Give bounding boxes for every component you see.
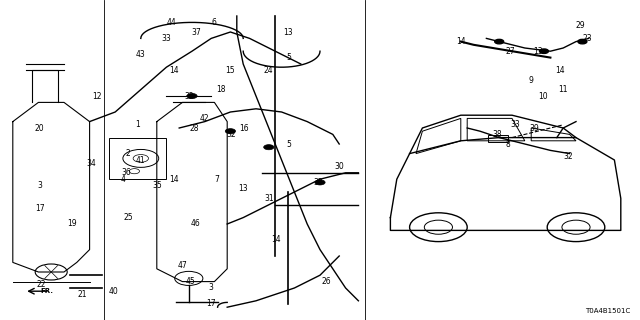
Text: 24: 24 — [264, 66, 274, 75]
Text: 39: 39 — [529, 124, 540, 132]
Text: T0A4B1501C: T0A4B1501C — [585, 308, 630, 314]
Bar — [488, 135, 508, 142]
Text: 20: 20 — [35, 124, 45, 132]
Text: 14: 14 — [271, 236, 282, 244]
Text: 11: 11 — [559, 85, 568, 94]
Text: 26: 26 — [321, 277, 332, 286]
Text: 16: 16 — [239, 124, 250, 132]
Circle shape — [495, 39, 504, 44]
Text: 32: 32 — [184, 92, 194, 100]
Text: 46: 46 — [190, 220, 200, 228]
Text: 37: 37 — [191, 28, 202, 36]
Text: 47: 47 — [177, 261, 188, 270]
Text: 28: 28 — [189, 124, 198, 132]
Text: 32: 32 — [313, 178, 323, 187]
Text: 17: 17 — [35, 204, 45, 212]
Text: 38: 38 — [492, 130, 502, 139]
Text: 29: 29 — [575, 21, 586, 30]
Text: 7: 7 — [214, 175, 219, 184]
Text: 8: 8 — [505, 140, 510, 148]
Text: 31: 31 — [264, 194, 274, 203]
Text: 44: 44 — [166, 18, 177, 27]
Text: 33: 33 — [161, 34, 172, 43]
Circle shape — [540, 49, 548, 53]
Text: 33: 33 — [510, 120, 520, 129]
Text: 36: 36 — [121, 168, 131, 177]
Text: 6: 6 — [212, 18, 217, 27]
Circle shape — [578, 39, 587, 44]
Text: 1: 1 — [135, 120, 140, 129]
Text: 13: 13 — [238, 184, 248, 193]
Text: 27: 27 — [505, 47, 515, 56]
Text: 42: 42 — [200, 114, 210, 123]
Text: 41: 41 — [136, 156, 146, 164]
Text: 35: 35 — [152, 181, 162, 190]
Text: 13: 13 — [283, 28, 293, 36]
Text: 3: 3 — [37, 181, 42, 190]
Text: 22: 22 — [36, 280, 45, 289]
Text: 32: 32 — [563, 152, 573, 161]
Text: FR.: FR. — [40, 288, 53, 294]
Text: 9: 9 — [529, 76, 534, 84]
Text: 12: 12 — [93, 92, 102, 100]
Circle shape — [187, 93, 197, 99]
Circle shape — [315, 180, 325, 185]
Text: 10: 10 — [538, 92, 548, 100]
Text: 14: 14 — [456, 37, 466, 46]
Text: 40: 40 — [108, 287, 118, 296]
Circle shape — [225, 129, 236, 134]
Text: 2: 2 — [125, 149, 131, 158]
Text: 43: 43 — [136, 50, 146, 59]
Text: 17: 17 — [206, 300, 216, 308]
Bar — [109, 138, 166, 179]
Text: 15: 15 — [225, 66, 236, 75]
Text: 13: 13 — [532, 47, 543, 56]
Text: 21: 21 — [77, 290, 86, 299]
Text: 19: 19 — [67, 220, 77, 228]
Text: 30: 30 — [334, 162, 344, 171]
Circle shape — [264, 145, 274, 150]
Text: 5: 5 — [287, 53, 292, 62]
Text: 5: 5 — [287, 140, 292, 148]
Text: 45: 45 — [186, 277, 196, 286]
Text: 14: 14 — [555, 66, 565, 75]
Text: 14: 14 — [169, 175, 179, 184]
Text: 4: 4 — [121, 175, 126, 184]
Text: 3: 3 — [209, 284, 214, 292]
Text: 23: 23 — [582, 34, 592, 43]
Text: 14: 14 — [169, 66, 179, 75]
Text: 25: 25 — [123, 213, 133, 222]
Text: 32: 32 — [227, 130, 237, 139]
Text: 18: 18 — [216, 85, 225, 94]
Text: 34: 34 — [86, 159, 97, 168]
